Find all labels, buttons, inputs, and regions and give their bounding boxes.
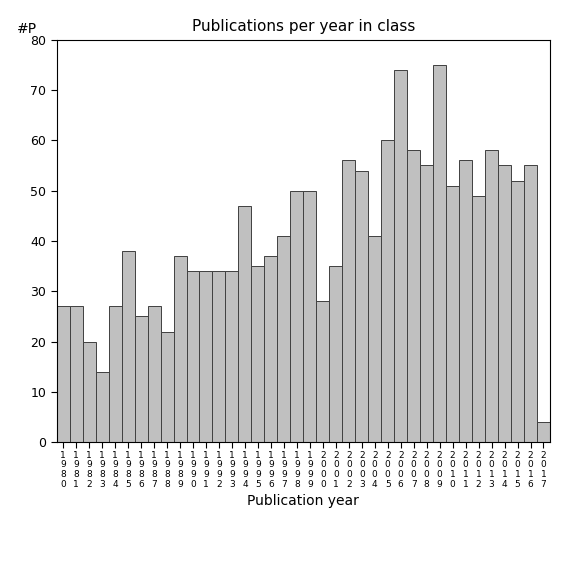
Bar bbox=[277, 236, 290, 442]
Bar bbox=[433, 65, 446, 442]
Bar bbox=[83, 341, 96, 442]
Bar bbox=[407, 150, 420, 442]
Bar bbox=[381, 141, 394, 442]
Bar bbox=[239, 206, 251, 442]
Bar bbox=[109, 306, 121, 442]
Bar bbox=[329, 266, 342, 442]
Bar bbox=[342, 160, 356, 442]
Bar bbox=[420, 166, 433, 442]
Bar bbox=[160, 332, 174, 442]
Bar bbox=[96, 372, 109, 442]
Bar bbox=[147, 306, 160, 442]
Bar bbox=[303, 191, 316, 442]
Bar bbox=[70, 306, 83, 442]
Bar bbox=[264, 256, 277, 442]
Bar bbox=[121, 251, 134, 442]
Bar bbox=[446, 185, 459, 442]
Bar bbox=[213, 271, 226, 442]
Bar bbox=[134, 316, 147, 442]
Bar bbox=[472, 196, 485, 442]
X-axis label: Publication year: Publication year bbox=[247, 494, 359, 508]
Bar bbox=[524, 166, 537, 442]
Bar bbox=[459, 160, 472, 442]
Text: #P: #P bbox=[17, 22, 37, 36]
Bar bbox=[174, 256, 187, 442]
Bar bbox=[498, 166, 511, 442]
Title: Publications per year in class: Publications per year in class bbox=[192, 19, 415, 35]
Bar bbox=[394, 70, 407, 442]
Bar bbox=[251, 266, 264, 442]
Bar bbox=[200, 271, 213, 442]
Bar bbox=[485, 150, 498, 442]
Bar bbox=[368, 236, 381, 442]
Bar bbox=[187, 271, 200, 442]
Bar bbox=[57, 306, 70, 442]
Bar bbox=[316, 302, 329, 442]
Bar bbox=[356, 171, 368, 442]
Bar bbox=[226, 271, 239, 442]
Bar bbox=[511, 180, 524, 442]
Bar bbox=[290, 191, 303, 442]
Bar bbox=[537, 422, 550, 442]
